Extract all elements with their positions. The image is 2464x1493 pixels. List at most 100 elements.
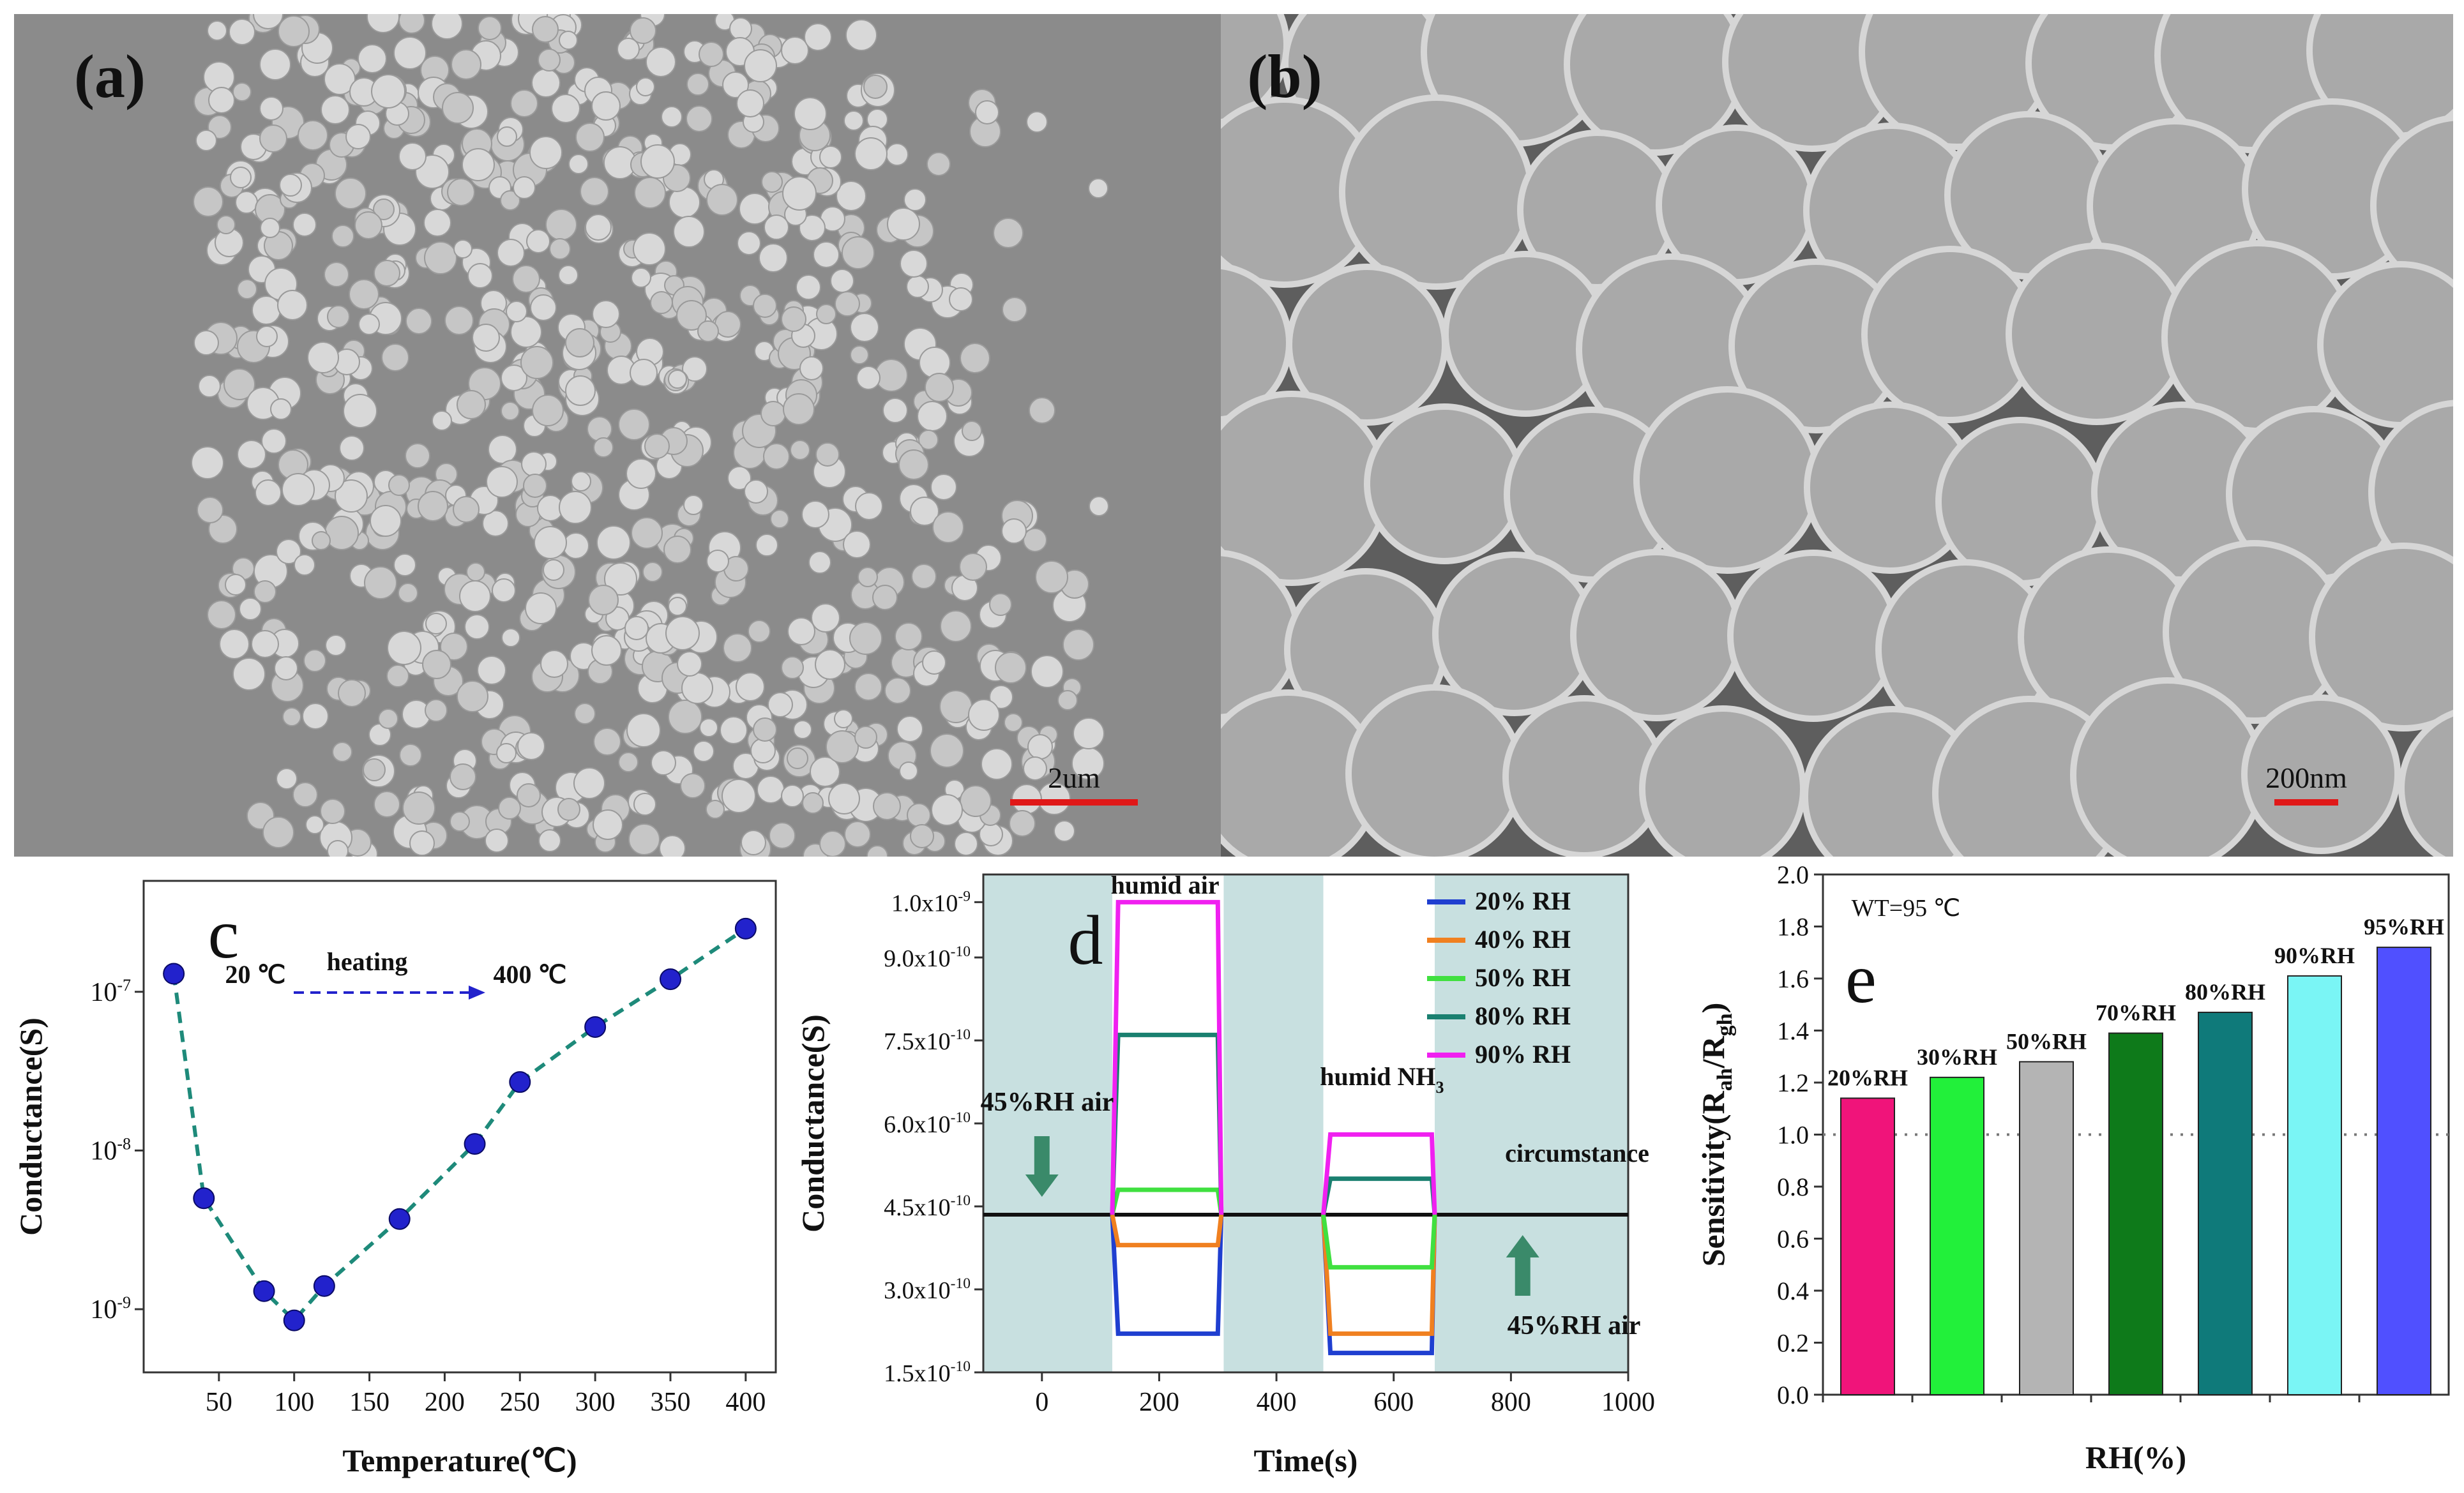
particle [925, 373, 954, 402]
particle [450, 763, 476, 790]
particle [393, 553, 416, 576]
particle [373, 199, 395, 220]
particle [618, 752, 639, 772]
panel-label-e: e [1845, 940, 1877, 1017]
particle [757, 776, 785, 804]
particle [432, 410, 452, 431]
particle [593, 728, 621, 756]
particle [198, 375, 221, 398]
chart-d-svg: 0 200 400 600 800 1000 1.5x10-10 3.0x10-10 4.5x1… [795, 871, 1655, 1478]
shade-region [1435, 874, 1628, 1372]
particle [842, 236, 875, 269]
legend-label: 50% RH [1475, 963, 1571, 992]
data-point [388, 1208, 411, 1230]
particle [538, 49, 561, 71]
particle [863, 75, 888, 99]
x-axis-label: RH(%) [2085, 1439, 2186, 1475]
particle [302, 703, 329, 730]
particle [501, 364, 527, 391]
particle [899, 762, 918, 781]
particle [804, 23, 832, 51]
particle [229, 19, 255, 45]
x-tick-label: 400 [1257, 1388, 1297, 1417]
particle [760, 401, 786, 426]
particle [1054, 820, 1075, 842]
annotation-end: 400 ℃ [494, 960, 567, 989]
particle [644, 433, 670, 459]
sem-image-b: (b) 200nm [1126, 0, 2464, 891]
particle [371, 74, 405, 109]
particle [699, 41, 724, 67]
particle [968, 699, 1000, 731]
particle [270, 398, 292, 420]
particle [259, 124, 287, 153]
sphere [2070, 677, 2265, 873]
particle [472, 324, 500, 352]
y-tick-label: 1.6 [1777, 964, 1809, 993]
particle [813, 241, 840, 268]
particle [799, 356, 824, 380]
particle [922, 650, 946, 675]
series-line-humid-air [1110, 899, 1224, 1215]
particle [565, 375, 596, 406]
particle [959, 553, 987, 581]
particle [940, 610, 972, 642]
particle [706, 184, 738, 216]
series-line-humid-nh3 [1321, 1214, 1437, 1336]
annotation-start: 20 ℃ [225, 960, 286, 989]
particle [741, 830, 766, 855]
annotation-circumstance: circumstance [1505, 1139, 1649, 1167]
particle [557, 798, 580, 821]
particle [358, 313, 380, 335]
particle [843, 110, 864, 131]
particle [398, 583, 418, 603]
particle [911, 564, 937, 589]
particle [327, 305, 350, 328]
particle [549, 238, 571, 260]
particle [706, 550, 729, 573]
particle [624, 616, 649, 640]
particle [492, 578, 516, 603]
particle [459, 580, 491, 612]
chart-c: 50 100 150 200 250 300 350 400 10-9 10-8 10-7 Tempe… [0, 855, 798, 1490]
particle [453, 239, 472, 259]
particle [260, 218, 280, 238]
particle [251, 630, 279, 658]
particle [523, 474, 547, 498]
particle [753, 294, 777, 318]
series-line-humid-air [1110, 1187, 1224, 1215]
particle [521, 451, 547, 477]
particle [626, 713, 661, 747]
x-tick-label: 200 [425, 1388, 465, 1417]
particle [512, 265, 540, 293]
particle [960, 343, 990, 373]
particle [563, 532, 589, 559]
particle [640, 144, 675, 179]
particle [843, 530, 871, 559]
annotation-wt: WT=95 ℃ [1852, 895, 1961, 922]
particle [900, 250, 928, 278]
particle [451, 49, 481, 80]
particle [764, 214, 789, 240]
particle [425, 699, 448, 722]
panel-label-c: c [208, 895, 239, 973]
particle [995, 652, 1027, 684]
particle [237, 440, 266, 469]
y-tick-label: 7.5x10-10 [884, 1026, 971, 1055]
y-tick-label: 1.0 [1777, 1121, 1809, 1150]
particle [374, 260, 400, 287]
bar-label: 70%RH [2096, 1000, 2176, 1026]
particle [618, 409, 650, 440]
particle [386, 664, 409, 687]
bar [2019, 1061, 2074, 1395]
particle [729, 17, 752, 40]
particle [388, 474, 410, 496]
particle [1027, 734, 1053, 760]
particle [753, 717, 777, 742]
particle [930, 474, 957, 500]
particle [855, 492, 883, 520]
particle [783, 393, 815, 425]
particle [276, 539, 301, 564]
sphere [1364, 403, 1525, 564]
particle [462, 148, 495, 181]
